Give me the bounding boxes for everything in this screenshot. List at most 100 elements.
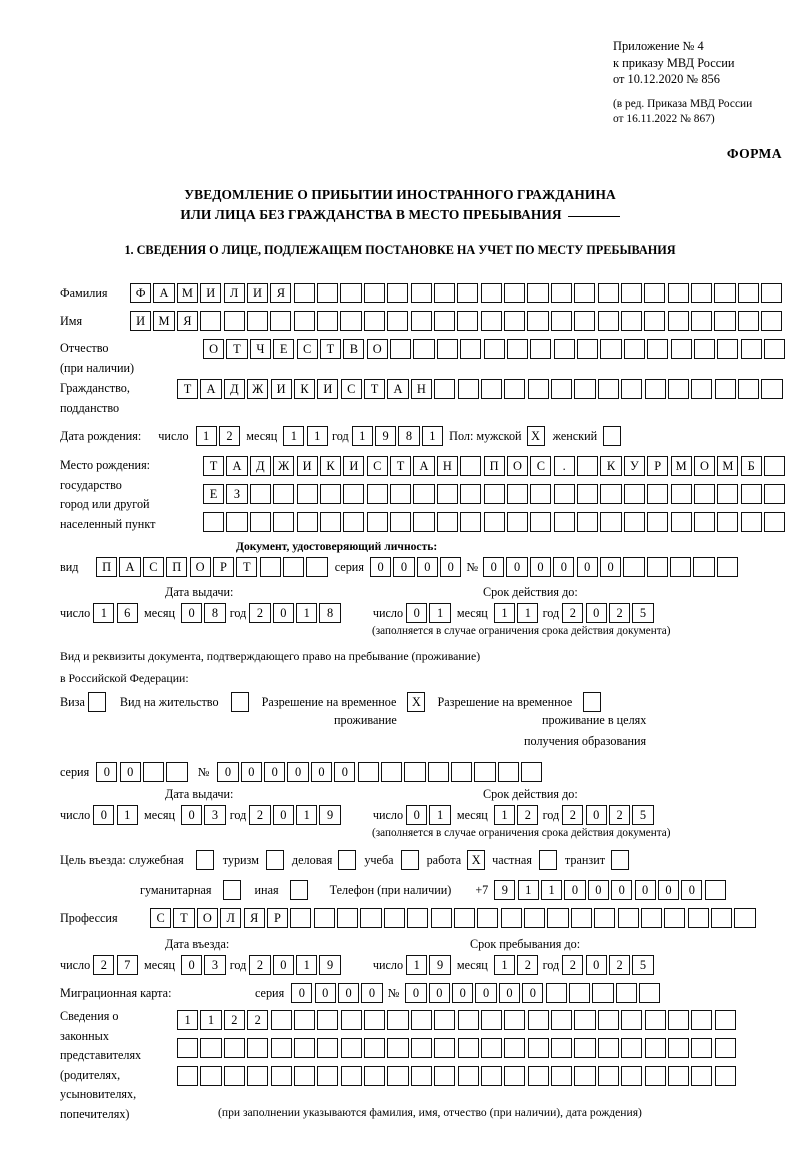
form-cell[interactable] [460, 456, 482, 476]
form-cell[interactable] [570, 908, 592, 928]
form-cell[interactable] [293, 283, 315, 303]
form-cell[interactable] [270, 1038, 292, 1058]
form-cell[interactable]: 2 [218, 426, 241, 446]
form-cell[interactable] [551, 1010, 573, 1030]
form-cell[interactable] [387, 1038, 409, 1058]
permit-temporary-checkbox[interactable]: X [407, 692, 426, 712]
form-cell[interactable] [427, 762, 449, 782]
form-cell[interactable] [404, 762, 426, 782]
form-cell[interactable] [504, 283, 526, 303]
form-cell[interactable]: 2 [247, 1010, 269, 1030]
form-cell[interactable]: 0 [310, 762, 333, 782]
form-cell[interactable] [574, 283, 596, 303]
title-blank-line[interactable] [567, 216, 620, 217]
form-cell[interactable]: 1 [541, 880, 563, 900]
form-cell[interactable]: О [693, 456, 716, 476]
form-cell[interactable] [460, 512, 482, 532]
form-cell[interactable]: Р [212, 557, 235, 577]
form-cell[interactable] [434, 379, 456, 399]
permit-residence-checkbox[interactable] [230, 692, 249, 712]
form-cell[interactable] [530, 484, 552, 504]
form-cell[interactable] [527, 1066, 549, 1086]
form-cell[interactable]: С [150, 908, 172, 928]
form-cell[interactable] [600, 339, 622, 359]
form-cell[interactable] [647, 484, 669, 504]
form-cell[interactable] [340, 1038, 362, 1058]
form-cell[interactable] [390, 339, 412, 359]
form-cell[interactable]: 0 [634, 880, 656, 900]
form-cell[interactable]: Ж [273, 456, 295, 476]
form-cell[interactable] [521, 762, 543, 782]
form-cell[interactable] [166, 762, 188, 782]
form-cell[interactable] [410, 1038, 432, 1058]
form-cell[interactable]: 0 [272, 603, 294, 623]
purpose-business-checkbox[interactable] [338, 850, 357, 870]
form-cell[interactable] [306, 557, 328, 577]
form-cell[interactable]: 1 [283, 426, 305, 446]
form-cell[interactable]: 1 [517, 880, 539, 900]
form-cell[interactable] [433, 283, 456, 303]
form-cell[interactable]: И [317, 379, 339, 399]
form-cell[interactable] [343, 512, 365, 532]
form-cell[interactable]: Д [249, 456, 271, 476]
form-cell[interactable] [483, 484, 505, 504]
form-cell[interactable] [597, 311, 619, 331]
form-cell[interactable]: И [296, 456, 318, 476]
form-cell[interactable]: 0 [475, 983, 497, 1003]
form-cell[interactable]: О [506, 456, 529, 476]
form-cell[interactable] [200, 311, 222, 331]
form-cell[interactable]: Я [270, 283, 292, 303]
form-cell[interactable]: И [200, 283, 222, 303]
form-cell[interactable] [483, 512, 505, 532]
form-cell[interactable]: М [717, 456, 739, 476]
form-cell[interactable] [574, 379, 596, 399]
form-cell[interactable]: А [387, 379, 409, 399]
form-cell[interactable]: Е [273, 339, 295, 359]
form-cell[interactable]: 0 [440, 557, 462, 577]
form-cell[interactable]: 2 [93, 955, 115, 975]
form-cell[interactable]: 0 [587, 880, 609, 900]
form-cell[interactable]: М [670, 456, 692, 476]
form-cell[interactable] [480, 1066, 503, 1086]
form-cell[interactable]: 1 [406, 955, 428, 975]
form-cell[interactable]: 0 [217, 762, 239, 782]
form-cell[interactable] [553, 484, 575, 504]
form-cell[interactable]: 0 [406, 805, 428, 825]
form-cell[interactable] [687, 908, 709, 928]
form-cell[interactable] [577, 339, 599, 359]
form-cell[interactable] [714, 1066, 736, 1086]
form-cell[interactable]: 8 [319, 603, 341, 623]
form-cell[interactable]: 0 [585, 805, 607, 825]
permit-visa-checkbox[interactable] [87, 692, 106, 712]
form-cell[interactable]: Д [223, 379, 245, 399]
form-cell[interactable]: В [343, 339, 365, 359]
form-cell[interactable] [387, 311, 409, 331]
form-cell[interactable] [142, 762, 165, 782]
form-cell[interactable] [551, 379, 573, 399]
form-cell[interactable] [337, 908, 359, 928]
form-cell[interactable]: Н [410, 379, 432, 399]
form-cell[interactable] [313, 908, 335, 928]
form-cell[interactable] [246, 311, 269, 331]
form-cell[interactable] [363, 283, 385, 303]
form-cell[interactable] [390, 484, 412, 504]
form-cell[interactable]: З [226, 484, 248, 504]
form-cell[interactable]: А [200, 379, 222, 399]
form-cell[interactable]: 5 [632, 955, 654, 975]
form-cell[interactable]: К [319, 456, 342, 476]
form-cell[interactable] [457, 283, 479, 303]
form-cell[interactable]: Т [390, 456, 412, 476]
form-cell[interactable] [413, 512, 435, 532]
form-cell[interactable]: П [166, 557, 188, 577]
form-cell[interactable] [691, 311, 713, 331]
form-cell[interactable] [366, 484, 388, 504]
form-cell[interactable] [457, 379, 479, 399]
form-cell[interactable] [577, 484, 599, 504]
form-cell[interactable] [667, 1038, 690, 1058]
